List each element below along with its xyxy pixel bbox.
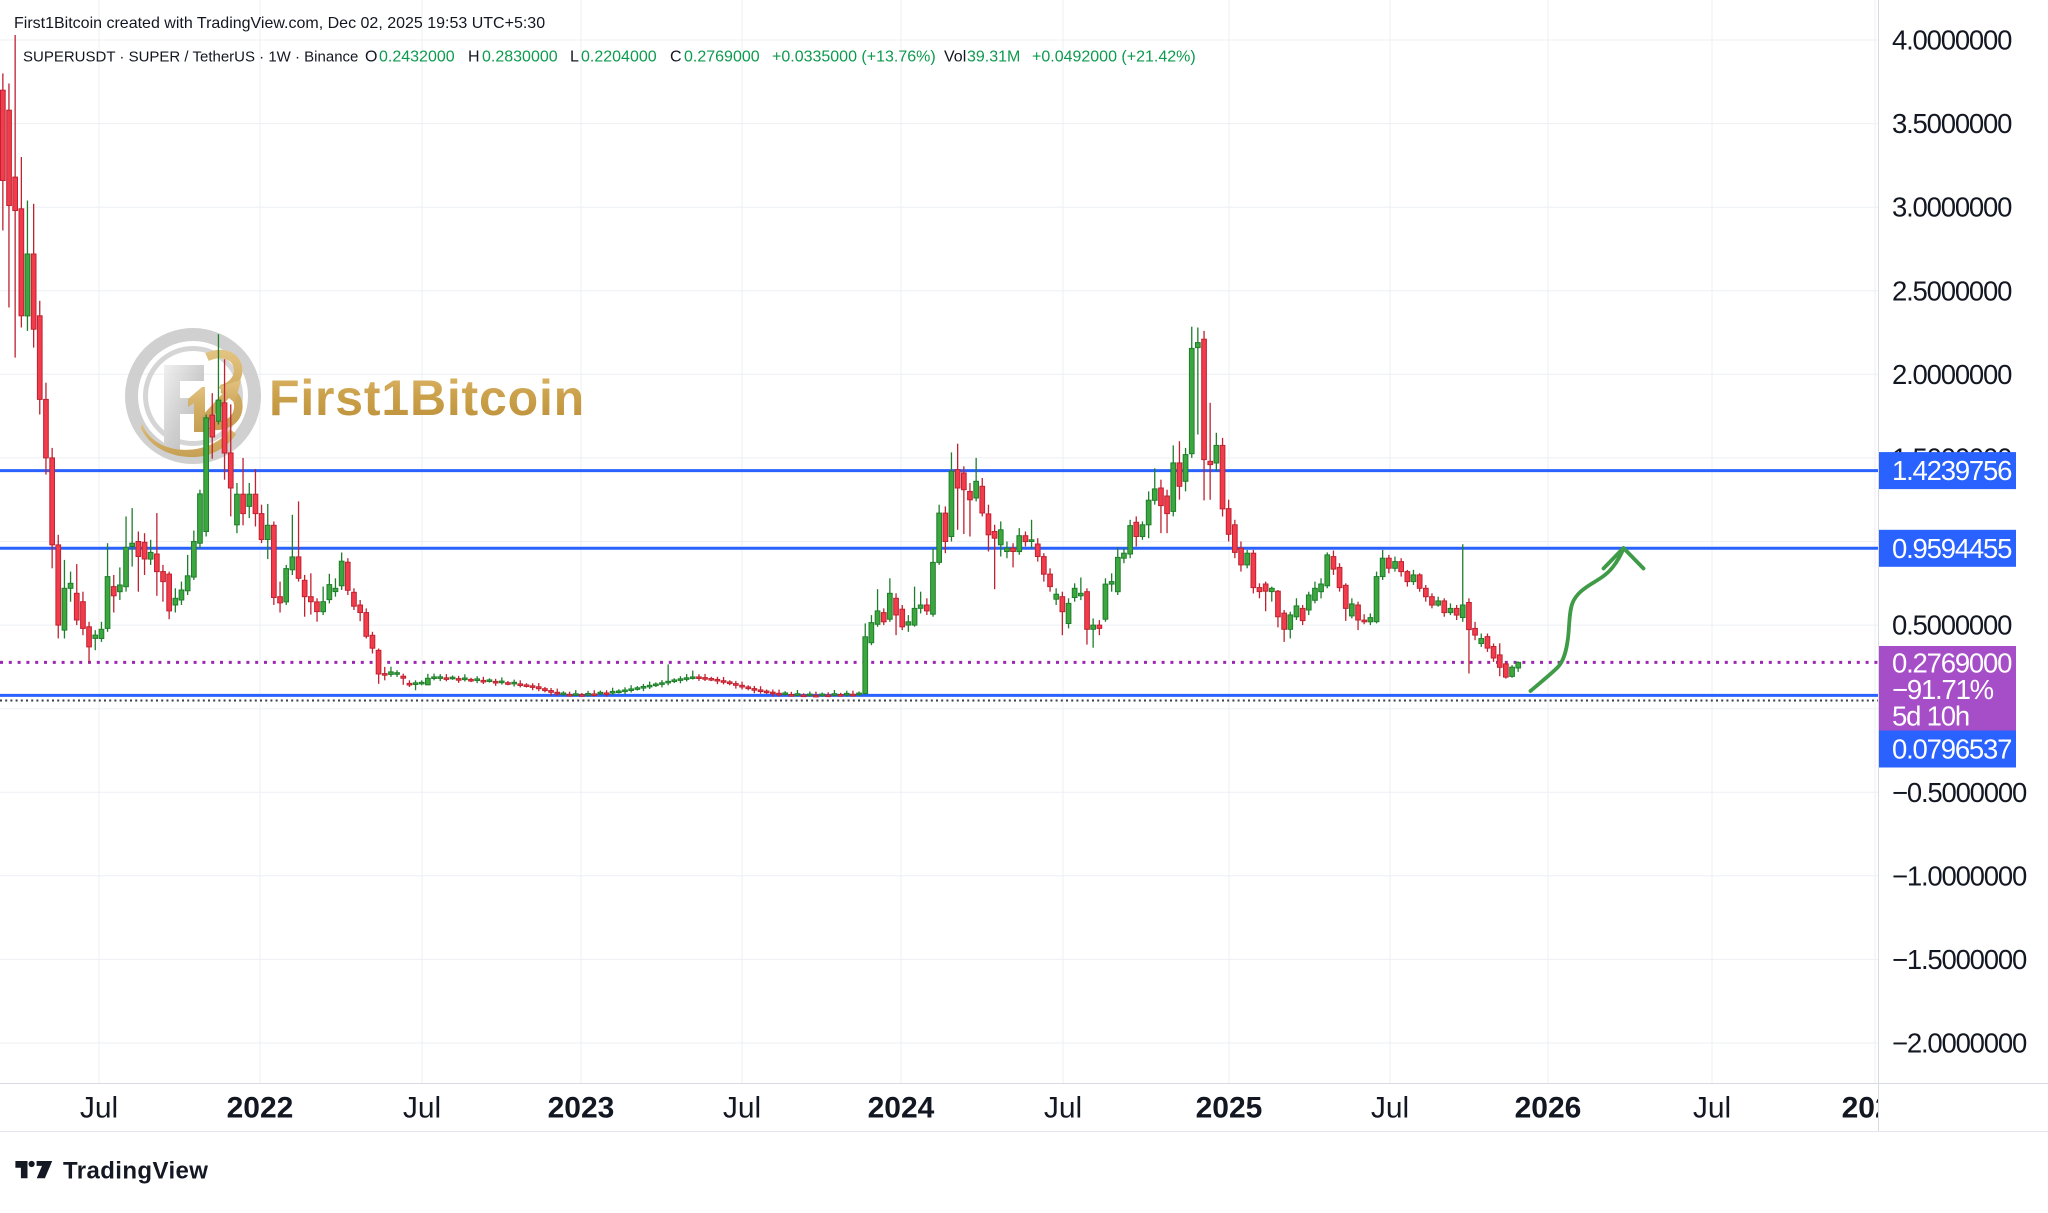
svg-text:4.0000000: 4.0000000 xyxy=(1892,25,2012,56)
svg-text:−1.0000000: −1.0000000 xyxy=(1892,860,2027,891)
svg-text:0.2432000: 0.2432000 xyxy=(379,49,455,66)
svg-text:0.0796537: 0.0796537 xyxy=(1892,734,2011,765)
svg-text:O: O xyxy=(365,49,377,66)
svg-text:SUPERUSDT · SUPER / TetherUS ·: SUPERUSDT · SUPER / TetherUS · 1W · Bina… xyxy=(23,49,358,66)
svg-text:Jul: Jul xyxy=(723,1092,761,1125)
svg-text:C: C xyxy=(670,49,682,66)
svg-text:−91.71%: −91.71% xyxy=(1892,674,1994,705)
svg-text:0.2830000: 0.2830000 xyxy=(482,49,558,66)
svg-text:0.2204000: 0.2204000 xyxy=(581,49,657,66)
svg-text:0.2769000: 0.2769000 xyxy=(684,49,760,66)
svg-text:2022: 2022 xyxy=(227,1092,294,1125)
svg-text:0.2769000: 0.2769000 xyxy=(1892,648,2012,679)
svg-text:−2.0000000: −2.0000000 xyxy=(1892,1028,2027,1059)
svg-text:Jul: Jul xyxy=(80,1092,118,1125)
svg-text:First1Bitcoin created with Tra: First1Bitcoin created with TradingView.c… xyxy=(14,15,545,32)
svg-text:Jul: Jul xyxy=(1693,1092,1731,1125)
svg-text:+0.0335000 (+13.76%): +0.0335000 (+13.76%) xyxy=(772,49,936,66)
svg-text:Vol: Vol xyxy=(944,49,966,66)
svg-text:Jul: Jul xyxy=(1044,1092,1082,1125)
svg-text:2027: 2027 xyxy=(1842,1092,1909,1125)
svg-text:Jul: Jul xyxy=(403,1092,441,1125)
svg-text:Jul: Jul xyxy=(1371,1092,1409,1125)
svg-text:3.0000000: 3.0000000 xyxy=(1892,192,2012,223)
svg-text:0.9594455: 0.9594455 xyxy=(1892,533,2012,564)
svg-text:H: H xyxy=(468,49,480,66)
svg-text:2026: 2026 xyxy=(1515,1092,1582,1125)
svg-text:2025: 2025 xyxy=(1196,1092,1263,1125)
svg-text:−0.5000000: −0.5000000 xyxy=(1892,777,2027,808)
svg-text:+0.0492000 (+21.42%): +0.0492000 (+21.42%) xyxy=(1032,49,1196,66)
svg-text:2023: 2023 xyxy=(548,1092,615,1125)
svg-text:39.31M: 39.31M xyxy=(967,49,1020,66)
svg-text:2.5000000: 2.5000000 xyxy=(1892,275,2012,306)
svg-text:3.5000000: 3.5000000 xyxy=(1892,108,2012,139)
svg-text:2.0000000: 2.0000000 xyxy=(1892,359,2012,390)
svg-text:TradingView: TradingView xyxy=(63,1158,208,1185)
svg-text:First1Bitcoin: First1Bitcoin xyxy=(269,370,585,426)
svg-text:0.5000000: 0.5000000 xyxy=(1892,610,2012,641)
svg-text:L: L xyxy=(570,49,579,66)
svg-text:−1.5000000: −1.5000000 xyxy=(1892,944,2027,975)
svg-text:5d 10h: 5d 10h xyxy=(1892,701,1969,732)
svg-text:1.4239756: 1.4239756 xyxy=(1892,455,2012,486)
svg-text:2024: 2024 xyxy=(868,1092,935,1125)
